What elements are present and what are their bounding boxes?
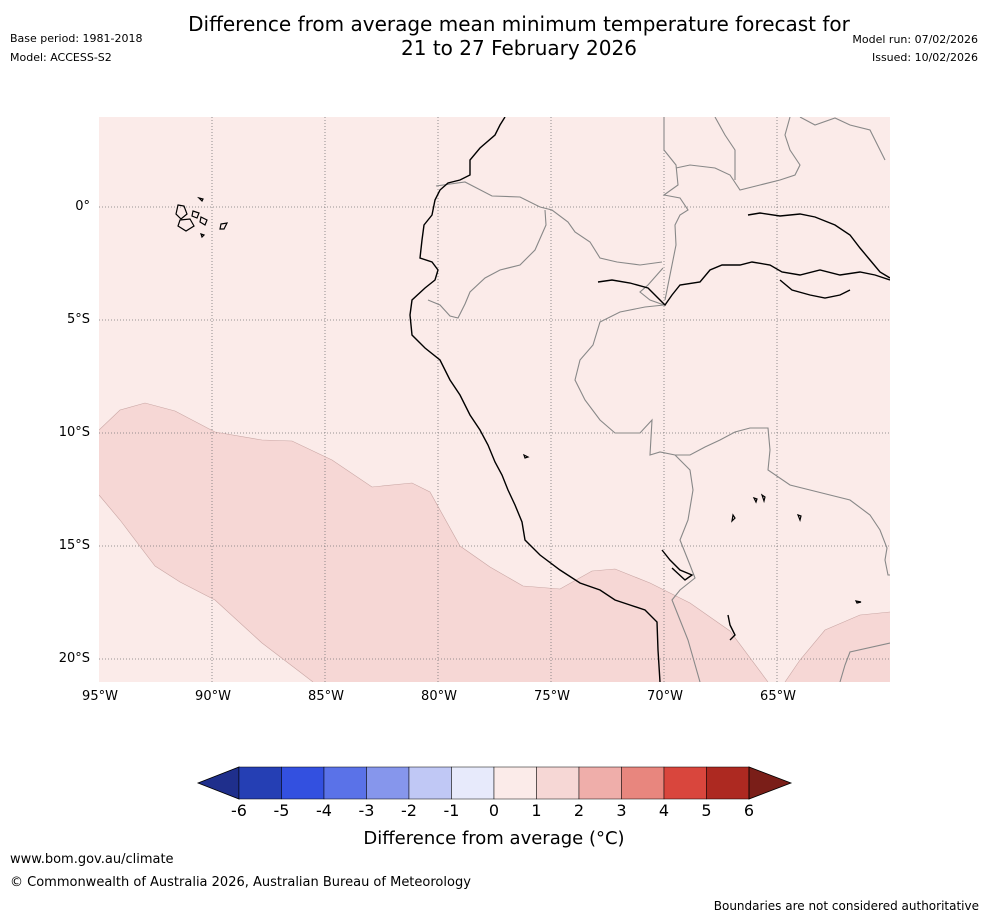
colorbar-tick-label: 1 xyxy=(531,801,542,820)
lat-label-10s: 10°S xyxy=(58,425,90,440)
colorbar-swatch xyxy=(281,766,325,800)
colorbar-tick-label: -3 xyxy=(358,801,375,820)
colorbar-swatch xyxy=(366,766,410,800)
lon-label-90w: 90°W xyxy=(195,689,231,704)
colorbar-swatch xyxy=(493,766,537,800)
colorbar xyxy=(196,766,793,800)
colorbar-swatch xyxy=(578,766,622,800)
colorbar-swatch xyxy=(663,766,707,800)
colorbar-tick-label: 5 xyxy=(701,801,712,820)
colorbar-extend-high xyxy=(748,766,793,800)
model-run: Model run: 07/02/2026 xyxy=(852,33,978,46)
chart-title: Difference from average mean minimum tem… xyxy=(0,12,988,60)
lat-label-15s: 15°S xyxy=(58,538,90,553)
title-line-1: Difference from average mean minimum tem… xyxy=(188,12,850,36)
anomaly-gap-southwest xyxy=(99,495,313,682)
colorbar-extend-low xyxy=(196,766,240,800)
colorbar-label: Difference from average (°C) xyxy=(363,828,625,849)
colorbar-swatch xyxy=(451,766,495,800)
colorbar-tick-label: 2 xyxy=(573,801,585,820)
colorbar-tick-label: 3 xyxy=(616,801,627,820)
country-borders xyxy=(427,117,890,682)
lon-label-75w: 75°W xyxy=(534,689,570,704)
galapagos-islands xyxy=(175,196,862,604)
colorbar-swatch xyxy=(238,766,282,800)
colorbar-swatch xyxy=(621,766,665,800)
lon-label-70w: 70°W xyxy=(647,689,683,704)
colorbar-tick-label: 6 xyxy=(743,801,755,820)
anomaly-region-ocean xyxy=(99,403,768,682)
lat-label-20s: 20°S xyxy=(58,651,90,666)
colorbar-tick-label: -4 xyxy=(316,801,332,820)
lon-label-85w: 85°W xyxy=(308,689,344,704)
colorbar-swatch xyxy=(323,766,367,800)
lon-label-95w: 95°W xyxy=(82,689,118,704)
lon-label-65w: 65°W xyxy=(760,689,796,704)
lat-label-0: 0° xyxy=(75,199,90,214)
colorbar-swatch xyxy=(706,766,750,800)
base-period: Base period: 1981-2018 xyxy=(10,32,143,45)
colorbar-tick-label: -2 xyxy=(401,801,417,820)
colorbar-swatch xyxy=(408,766,452,800)
anomaly-region-land xyxy=(785,612,890,682)
colorbar-tick-label: 4 xyxy=(658,801,670,820)
footer-copyright: © Commonwealth of Australia 2026, Austra… xyxy=(10,875,471,890)
model-name: Model: ACCESS-S2 xyxy=(10,51,112,64)
colorbar-tick-label: -1 xyxy=(443,801,460,820)
coastlines xyxy=(409,117,890,682)
title-line-2: 21 to 27 February 2026 xyxy=(401,36,637,60)
colorbar-tick-label: -5 xyxy=(273,801,290,820)
footer-url: www.bom.gov.au/climate xyxy=(10,852,174,867)
lat-label-5s: 5°S xyxy=(66,312,90,327)
issued-date: Issued: 10/02/2026 xyxy=(871,51,978,64)
colorbar-swatch xyxy=(536,766,580,800)
colorbar-tick-label: -6 xyxy=(231,801,247,820)
graticule xyxy=(99,117,890,682)
colorbar-tick-label: 0 xyxy=(488,801,500,820)
lon-label-80w: 80°W xyxy=(421,689,457,704)
footer-disclaimer: Boundaries are not considered authoritat… xyxy=(713,899,979,913)
anomaly-contours xyxy=(99,402,890,682)
